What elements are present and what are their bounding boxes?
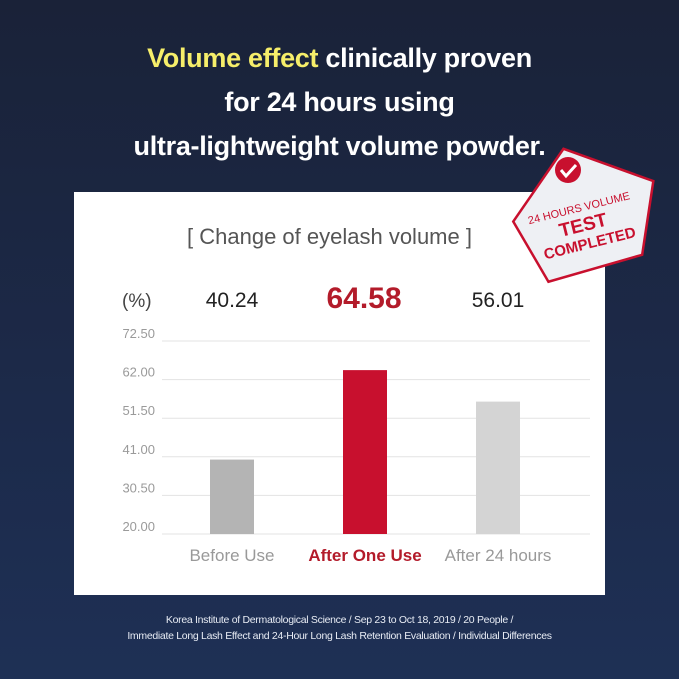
- footer-note: Korea Institute of Dermatological Scienc…: [0, 612, 679, 644]
- headline-line1: clinically proven: [318, 43, 532, 73]
- bar-1: [343, 370, 387, 534]
- x-category-label: After One Use: [308, 546, 421, 565]
- headline-line3: ultra-lightweight volume powder.: [133, 131, 546, 161]
- footer-line1: Korea Institute of Dermatological Scienc…: [165, 614, 514, 626]
- bar-0: [210, 459, 254, 534]
- x-category-label: After 24 hours: [445, 546, 552, 565]
- value-label-after-one: 64.58: [326, 282, 402, 315]
- value-label-after-24h: 56.01: [471, 289, 525, 312]
- headline-highlight: Volume effect: [147, 43, 319, 73]
- y-tick-label: 30.50: [122, 480, 155, 495]
- unit-label: (%): [122, 291, 152, 312]
- value-label-before: 40.24: [205, 289, 259, 312]
- y-tick-label: 51.50: [122, 403, 155, 418]
- checkmark-seal-icon: [555, 157, 581, 183]
- y-tick-label: 41.00: [122, 442, 155, 457]
- y-tick-label: 72.50: [122, 326, 155, 341]
- y-tick-label: 20.00: [122, 519, 155, 534]
- footer-line2: Immediate Long Lash Effect and 24-Hour L…: [127, 630, 552, 642]
- chart-title: [ Change of eyelash volume ]: [187, 224, 472, 249]
- headline: Volume effect clinically proven for 24 h…: [0, 36, 679, 168]
- y-tick-label: 62.00: [122, 365, 155, 380]
- headline-line2: for 24 hours using: [224, 87, 455, 117]
- test-completed-stamp: 24 HOURS VOLUME TEST COMPLETED: [511, 147, 655, 284]
- bar-2: [476, 401, 520, 534]
- x-category-label: Before Use: [189, 546, 274, 565]
